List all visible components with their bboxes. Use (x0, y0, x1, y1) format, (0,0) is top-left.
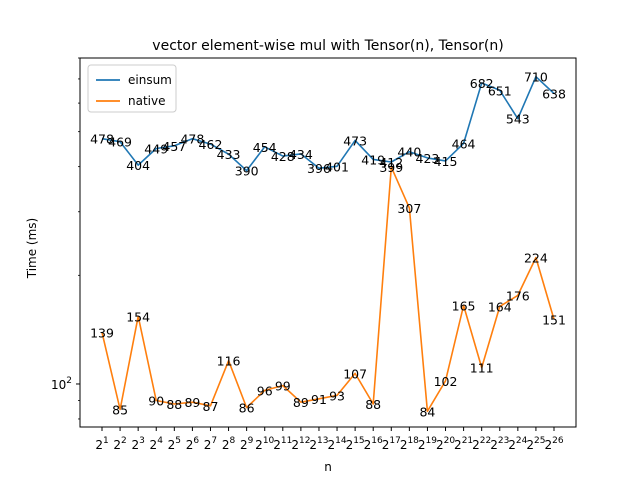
x-tick-label: 29 (240, 436, 254, 452)
x-tick-label: 221 (454, 436, 473, 452)
data-label-native: 151 (542, 312, 566, 327)
data-label-einsum: 412 (379, 155, 403, 170)
data-label-einsum: 464 (452, 136, 476, 151)
data-label-einsum: 433 (217, 147, 241, 162)
data-label-native: 89 (184, 395, 200, 410)
data-label-einsum: 457 (162, 139, 186, 154)
y-axis-label: Time (ms) (25, 218, 39, 280)
x-tick-label: 219 (418, 436, 437, 452)
plot-frame (79, 57, 577, 428)
x-tick-label: 212 (291, 436, 310, 452)
data-label-einsum: 682 (470, 76, 494, 91)
x-tick-label: 217 (382, 436, 401, 452)
data-label-native: 399 (379, 160, 403, 175)
x-tick-label: 215 (346, 436, 365, 452)
x-tick-label: 218 (400, 436, 419, 452)
data-label-native: 86 (239, 401, 255, 416)
data-label-einsum: 478 (180, 132, 204, 147)
legend: einsum native (87, 64, 177, 113)
data-label-native: 93 (329, 388, 345, 403)
data-label-einsum: 428 (271, 149, 295, 164)
data-label-native: 164 (488, 299, 512, 314)
x-tick-label: 225 (526, 436, 545, 452)
data-label-native: 102 (434, 374, 458, 389)
data-label-native: 176 (506, 288, 530, 303)
x-axis-label: n (324, 460, 332, 474)
data-label-einsum: 419 (361, 152, 385, 167)
legend-label-native: native (128, 94, 165, 108)
data-label-einsum: 401 (325, 159, 349, 174)
x-tick-label: 26 (186, 436, 200, 452)
data-label-einsum: 543 (506, 112, 530, 127)
data-label-native: 90 (148, 393, 164, 408)
axes: 21 22 23 24 25 26 27 28 29 2102112122132142152162… (51, 57, 577, 452)
x-tick-label: 216 (364, 436, 383, 452)
data-label-einsum: 423 (416, 151, 440, 166)
x-tick-label: 25 (168, 436, 181, 452)
data-label-einsum: 454 (253, 140, 277, 155)
data-label-native: 96 (257, 383, 273, 398)
data-label-einsum: 390 (235, 164, 259, 179)
data-label-native: 91 (311, 392, 327, 407)
data-labels: 4784694044494574784624333904544284343964… (90, 70, 566, 420)
x-tick-label: 27 (204, 436, 217, 452)
data-label-einsum: 473 (343, 133, 367, 148)
data-label-einsum: 651 (488, 83, 512, 98)
x-tick-label: 22 (113, 436, 126, 452)
data-label-native: 84 (419, 404, 435, 419)
data-label-native: 107 (343, 366, 367, 381)
data-label-einsum: 449 (144, 142, 168, 157)
data-label-native: 139 (90, 325, 114, 340)
x-tick-label: 214 (327, 436, 346, 452)
x-tick-label: 226 (544, 436, 563, 452)
x-tick-label: 223 (490, 436, 509, 452)
data-label-einsum: 710 (524, 70, 548, 85)
data-label-einsum: 440 (397, 145, 421, 160)
x-tick-label: 23 (131, 436, 144, 452)
x-tick-label: 222 (472, 436, 491, 452)
y-tick-label: 102 (51, 376, 72, 392)
chart-title: vector element-wise mul with Tensor(n), … (152, 38, 503, 54)
series-line-einsum (101, 75, 555, 172)
data-label-einsum: 478 (90, 132, 114, 147)
data-label-einsum: 469 (108, 135, 132, 150)
data-label-native: 88 (365, 397, 381, 412)
data-label-native: 89 (293, 395, 309, 410)
data-label-einsum: 638 (542, 86, 566, 101)
data-label-native: 88 (166, 397, 182, 412)
data-label-native: 87 (203, 399, 219, 414)
data-label-native: 99 (275, 379, 291, 394)
series-layer (101, 75, 555, 413)
data-label-einsum: 396 (307, 161, 331, 176)
data-label-native: 111 (470, 361, 494, 376)
x-tick-label: 28 (222, 436, 236, 452)
x-tick-label: 24 (150, 436, 164, 452)
data-label-einsum: 404 (126, 158, 150, 173)
data-label-einsum: 434 (289, 147, 313, 162)
x-tick-label: 21 (95, 436, 108, 452)
data-label-native: 85 (112, 402, 128, 417)
x-tick-label: 213 (309, 436, 328, 452)
data-label-native: 307 (397, 201, 421, 216)
x-tick-label: 224 (508, 436, 527, 452)
x-tick-label: 210 (255, 436, 274, 452)
data-label-native: 116 (217, 354, 241, 369)
data-label-native: 154 (126, 309, 150, 324)
x-tick-label: 211 (273, 436, 292, 452)
data-label-einsum: 415 (434, 154, 458, 169)
x-tick-label: 220 (436, 436, 455, 452)
data-label-native: 224 (524, 251, 548, 266)
data-label-native: 165 (452, 298, 476, 313)
legend-label-einsum: einsum (128, 73, 172, 87)
series-line-native (101, 166, 555, 413)
data-label-einsum: 462 (199, 137, 223, 152)
